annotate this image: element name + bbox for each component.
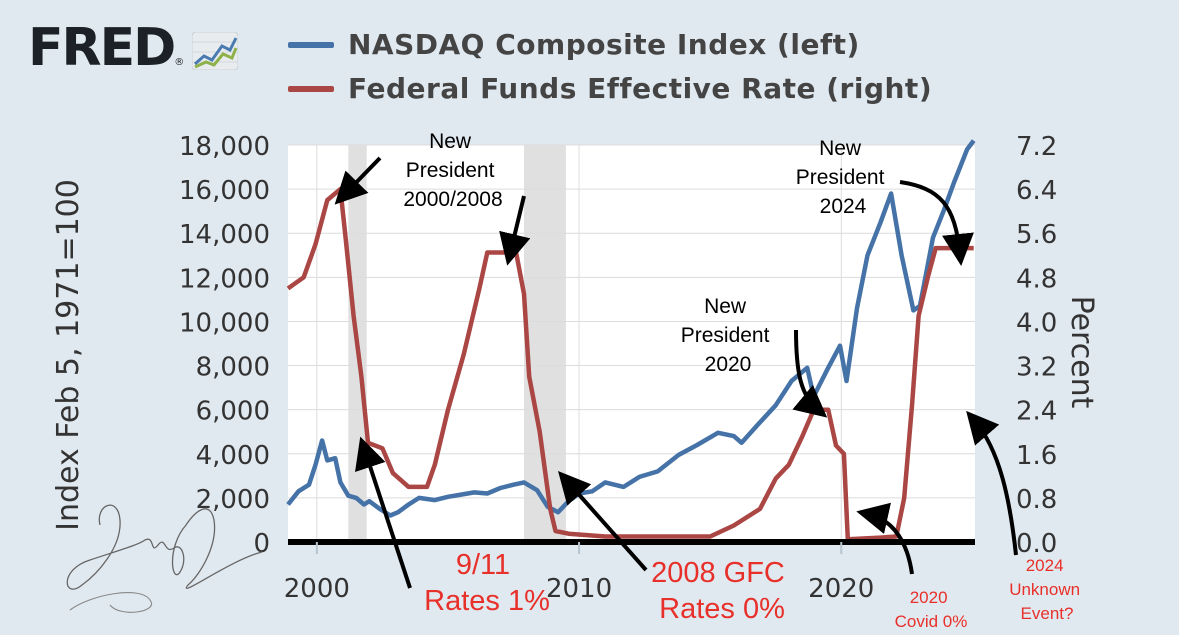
annotation-new-president-2020: New President 2020 — [681, 295, 776, 376]
annotation-gfc: 2008 GFC Rates 0% — [651, 557, 793, 625]
fred-chart-icon — [192, 32, 239, 70]
legend-item-fedfunds: Federal Funds Effective Rate (right) — [288, 72, 932, 105]
arrow-gfc — [558, 471, 648, 572]
right-tick-label: 5.6 — [1016, 220, 1057, 250]
arrow-unknown — [966, 410, 1018, 556]
annotation-line: Covid 0% — [895, 612, 968, 631]
arrow-new-president-2020 — [792, 329, 828, 418]
annotation-new-president-2000-2008: New President 2000/2008 — [403, 130, 502, 211]
annotation-line: President — [681, 324, 770, 347]
annotation-line: 9/11 — [456, 549, 510, 581]
fred-logo-text: FRED — [28, 18, 176, 78]
left-axis-ticks: 18,000 16,000 14,000 12,000 10,000 8,000 6,000… — [179, 132, 270, 559]
right-tick-label: 2.4 — [1016, 397, 1057, 427]
fedfunds-series-line — [286, 186, 974, 542]
signature — [66, 504, 263, 590]
arrow-new-president-2000 — [334, 156, 382, 205]
legend-swatch-nasdaq — [288, 41, 334, 48]
annotation-new-president-2024: New President 2024 — [796, 137, 891, 218]
annotation-line: President — [406, 159, 495, 182]
registered-mark: ® — [174, 57, 185, 68]
plot-area — [288, 145, 975, 542]
left-tick-label: 6,000 — [196, 397, 270, 427]
right-tick-label: 0.8 — [1016, 485, 1057, 515]
left-tick-label: 8,000 — [196, 353, 270, 383]
right-tick-label: 7.2 — [1016, 132, 1057, 162]
arrow-covid — [856, 502, 914, 575]
arrow-nine-eleven — [355, 436, 412, 589]
signature — [69, 592, 153, 613]
annotation-line: Rates 1% — [424, 585, 550, 617]
annotation-line: 2000/2008 — [403, 188, 502, 211]
right-tick-label: 0.0 — [1016, 529, 1057, 559]
legend-label-nasdaq: NASDAQ Composite Index (left) — [348, 28, 860, 61]
x-tick-label: 2020 — [808, 574, 874, 604]
fred-logo: FRED ® — [28, 18, 239, 78]
annotation-line: Rates 0% — [659, 593, 785, 625]
annotation-line: 2024 — [1026, 556, 1064, 575]
arrow-new-president-2024 — [899, 180, 974, 266]
right-tick-label: 6.4 — [1016, 176, 1057, 206]
annotation-line: 2008 GFC — [651, 557, 785, 589]
right-tick-label: 3.2 — [1016, 353, 1057, 383]
left-tick-label: 16,000 — [179, 176, 270, 206]
annotation-line: 2020 — [705, 353, 752, 376]
left-tick-label: 14,000 — [179, 220, 270, 250]
x-tick-label: 2010 — [546, 574, 612, 604]
left-tick-label: 12,000 — [179, 264, 270, 294]
gridlines — [288, 144, 975, 542]
left-tick-label: 10,000 — [179, 308, 270, 338]
right-tick-label: 4.8 — [1016, 264, 1057, 294]
legend-label-fedfunds: Federal Funds Effective Rate (right) — [348, 72, 933, 105]
right-axis-ticks: 7.2 6.4 5.6 4.8 4.0 3.2 2.4 1.6 0.8 0.0 — [1016, 132, 1057, 559]
left-tick-label: 0 — [253, 529, 270, 559]
right-axis-title: Percent — [1064, 296, 1099, 409]
annotation-unknown-event: 2024 Unknown Event? — [1009, 556, 1085, 623]
legend-swatch-fedfunds — [288, 85, 334, 92]
annotation-line: Event? — [1021, 604, 1074, 623]
annotation-line: 2024 — [820, 195, 867, 218]
left-tick-label: 18,000 — [179, 132, 270, 162]
annotation-line: 2020 — [910, 588, 948, 607]
right-tick-label: 4.0 — [1016, 308, 1057, 338]
annotation-line: President — [796, 166, 885, 189]
annotation-line: New — [429, 130, 472, 153]
annotation-line: New — [704, 295, 747, 318]
arrow-new-president-2008 — [499, 195, 531, 266]
legend-item-nasdaq: NASDAQ Composite Index (left) — [288, 28, 860, 61]
left-axis-title: Index Feb 5, 1971=100 — [51, 179, 86, 531]
x-tick-label: 2000 — [284, 574, 350, 604]
annotation-line: New — [819, 137, 862, 160]
annotation-arrows — [334, 156, 1018, 589]
left-tick-label: 2,000 — [196, 485, 270, 515]
left-tick-label: 4,000 — [196, 441, 270, 471]
annotation-covid: 2020 Covid 0% — [895, 588, 968, 631]
x-axis-ticks: 2000 2010 2020 — [284, 542, 874, 604]
annotation-nine-eleven: 9/11 Rates 1% — [424, 549, 550, 617]
annotation-line: Unknown — [1009, 580, 1080, 599]
right-tick-label: 1.6 — [1016, 441, 1057, 471]
